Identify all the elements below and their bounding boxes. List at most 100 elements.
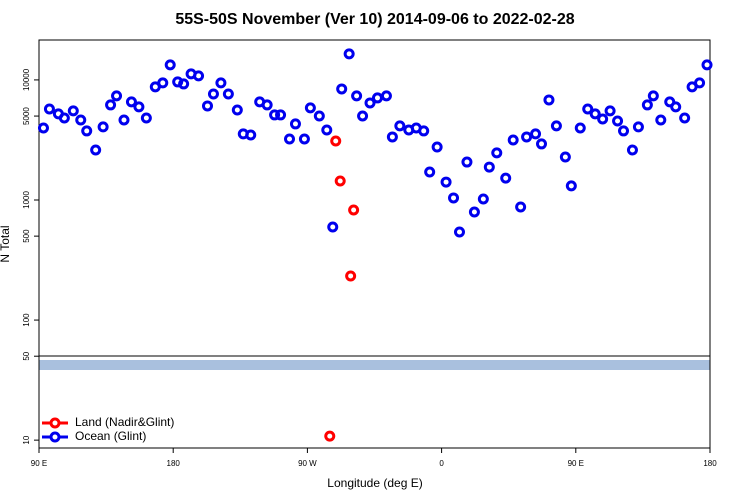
point [231, 104, 243, 116]
chart-title: 55S-50S November (Ver 10) 2014-09-06 to … [175, 11, 574, 28]
point [222, 88, 234, 100]
point [604, 105, 616, 117]
x-tick-label: 180 [703, 459, 717, 468]
point [348, 204, 360, 216]
point [641, 99, 653, 111]
point [269, 109, 281, 121]
point [215, 77, 227, 89]
y-tick-label: 100 [22, 313, 31, 327]
point [461, 156, 473, 168]
point [582, 103, 594, 115]
point [530, 128, 542, 140]
x-tick-label: 90 E [31, 459, 47, 468]
point [694, 77, 706, 89]
point [536, 138, 548, 150]
point [550, 120, 562, 132]
y-tick-label: 1000 [22, 191, 31, 209]
point [118, 114, 130, 126]
y-tick-label: 5000 [22, 107, 31, 125]
point [90, 144, 102, 156]
point [515, 201, 527, 213]
point [178, 78, 190, 90]
point [364, 97, 376, 109]
point [565, 180, 577, 192]
point [521, 131, 533, 143]
point [543, 94, 555, 106]
point [418, 125, 430, 137]
point [507, 134, 519, 146]
point [394, 120, 406, 132]
point [701, 59, 713, 71]
point [468, 206, 480, 218]
point [670, 101, 682, 113]
y-axis-label: N Total [0, 225, 12, 262]
point [43, 103, 55, 115]
point [500, 172, 512, 184]
point [298, 133, 310, 145]
point [357, 110, 369, 122]
point [75, 114, 87, 126]
point [58, 112, 70, 124]
point [245, 129, 257, 141]
point [440, 176, 452, 188]
point [284, 133, 296, 145]
point [324, 430, 336, 442]
legend-marker [49, 431, 61, 443]
point [133, 101, 145, 113]
x-tick-label: 0 [439, 459, 444, 468]
point [380, 90, 392, 102]
point [207, 88, 219, 100]
point [157, 77, 169, 89]
point [313, 110, 325, 122]
legend-label: Land (Nadir&Glint) [75, 415, 174, 429]
y-tick-label: 50 [22, 351, 31, 360]
point [125, 96, 137, 108]
point [453, 226, 465, 238]
point [334, 175, 346, 187]
point [448, 192, 460, 204]
point [589, 108, 601, 120]
point [321, 124, 333, 136]
point [574, 122, 586, 134]
point [477, 193, 489, 205]
point [386, 131, 398, 143]
point [275, 109, 287, 121]
point [289, 118, 301, 130]
point [679, 112, 691, 124]
y-tick-label: 10 [22, 435, 31, 444]
point [304, 102, 316, 114]
point [164, 59, 176, 71]
x-tick-label: 180 [167, 459, 181, 468]
legend-label: Ocean (Glint) [75, 429, 146, 443]
point [632, 121, 644, 133]
point [81, 125, 93, 137]
point [351, 90, 363, 102]
point [97, 121, 109, 133]
point [483, 161, 495, 173]
point [626, 144, 638, 156]
point [612, 115, 624, 127]
point [140, 112, 152, 124]
map-strip [39, 360, 710, 370]
point [261, 99, 273, 111]
point [345, 270, 357, 282]
point [424, 166, 436, 178]
y-tick-label: 500 [22, 229, 31, 243]
point [559, 151, 571, 163]
point [201, 100, 213, 112]
point [336, 83, 348, 95]
point [431, 141, 443, 153]
point [193, 70, 205, 82]
legend-marker [49, 417, 61, 429]
plot-frame [38, 39, 711, 449]
point [655, 114, 667, 126]
y-tick-label: 10000 [22, 68, 31, 91]
point [327, 221, 339, 233]
point [67, 105, 79, 117]
point [105, 99, 117, 111]
point [597, 113, 609, 125]
point [647, 90, 659, 102]
point [330, 135, 342, 147]
